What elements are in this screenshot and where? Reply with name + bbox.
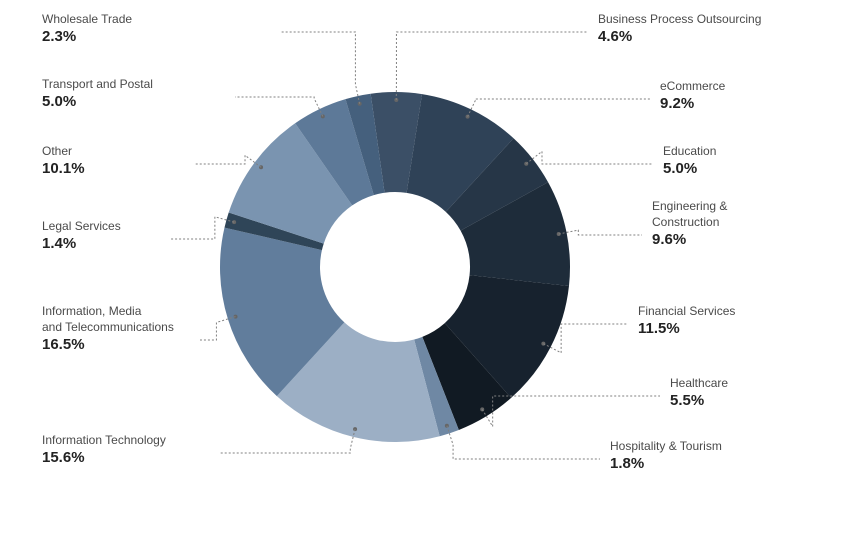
leader-line — [280, 32, 360, 104]
slice-label-value: 1.4% — [42, 235, 76, 252]
slice-label-name: Wholesale Trade — [42, 12, 132, 26]
slice-label-value: 4.6% — [598, 28, 632, 45]
leader-line — [220, 429, 355, 453]
leader-line — [482, 396, 660, 426]
slice-label-name: Hospitality & Tourism — [610, 439, 722, 453]
slice-label-value: 5.5% — [670, 392, 704, 409]
slice-label-value: 1.8% — [610, 455, 644, 472]
leader-line — [526, 151, 653, 164]
slice-label-value: 10.1% — [42, 160, 85, 177]
donut-slices — [220, 92, 570, 442]
leader-line — [235, 97, 323, 116]
leader-line — [396, 32, 588, 100]
slice-label-name: Information, Media — [42, 304, 142, 318]
leader-line — [468, 99, 650, 117]
leader-line — [559, 230, 642, 235]
slice-label-name: Healthcare — [670, 376, 728, 390]
slice-label-value: 11.5% — [638, 320, 680, 337]
slice-label-name: Information Technology — [42, 433, 166, 447]
slice-label-value: 5.0% — [663, 160, 697, 177]
slice-label-value: 5.0% — [42, 93, 76, 110]
slice-label-name: Other — [42, 144, 72, 158]
slice-label-name: eCommerce — [660, 79, 726, 93]
slice-label-name: Financial Services — [638, 304, 735, 318]
leader-line — [195, 155, 261, 167]
slice-label-name-line2: and Telecommunications — [42, 320, 174, 334]
slice-label-name: Business Process Outsourcing — [598, 12, 761, 26]
slice-label-value: 9.2% — [660, 95, 694, 112]
slice-label-name: Engineering & — [652, 199, 727, 213]
slice-label-value: 16.5% — [42, 336, 85, 353]
slice-label-name-line2: Construction — [652, 215, 719, 229]
slice-label-value: 9.6% — [652, 231, 686, 248]
slice-label-name: Legal Services — [42, 219, 121, 233]
slice-label-value: 2.3% — [42, 28, 76, 45]
slice-label-name: Transport and Postal — [42, 77, 153, 91]
slice-label-name: Education — [663, 144, 716, 158]
slice-label-value: 15.6% — [42, 449, 85, 466]
leader-line — [447, 426, 600, 459]
industry-donut-chart: Business Process Outsourcing 4.6% eCommerc… — [0, 0, 845, 535]
